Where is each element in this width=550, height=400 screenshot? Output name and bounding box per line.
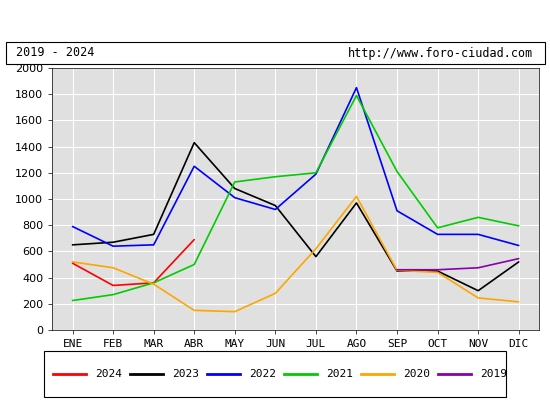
2023 xyxy=(191,140,197,145)
Line: 2023: 2023 xyxy=(73,143,519,291)
2021 xyxy=(150,280,157,285)
Text: 2019 - 2024: 2019 - 2024 xyxy=(16,46,95,60)
2020 xyxy=(110,265,117,270)
Text: 2020: 2020 xyxy=(403,369,430,379)
2020 xyxy=(515,300,522,304)
2019 xyxy=(475,265,481,270)
2020 xyxy=(475,296,481,300)
2020 xyxy=(272,291,279,296)
2021 xyxy=(312,170,319,175)
2021 xyxy=(394,169,400,174)
2023 xyxy=(312,254,319,259)
2019 xyxy=(434,267,441,272)
2022 xyxy=(69,224,76,229)
2021 xyxy=(232,180,238,184)
2021 xyxy=(353,93,360,98)
2019 xyxy=(394,267,400,272)
2020 xyxy=(353,194,360,199)
2021 xyxy=(434,226,441,230)
2022 xyxy=(475,232,481,237)
2020 xyxy=(191,308,197,313)
Line: 2020: 2020 xyxy=(73,196,519,312)
Text: 2024: 2024 xyxy=(95,369,122,379)
2020 xyxy=(232,309,238,314)
2021 xyxy=(69,298,76,303)
Text: 2023: 2023 xyxy=(172,369,199,379)
2021 xyxy=(110,292,117,297)
2023 xyxy=(69,242,76,247)
2022 xyxy=(394,208,400,213)
Line: 2019: 2019 xyxy=(397,259,519,270)
2021 xyxy=(272,174,279,179)
2019 xyxy=(515,256,522,261)
Bar xyxy=(6,42,544,64)
Text: Evolucion Nº Turistas Nacionales en el municipio de Oliva de Plasencia: Evolucion Nº Turistas Nacionales en el m… xyxy=(16,14,534,28)
2022 xyxy=(353,85,360,90)
Line: 2022: 2022 xyxy=(73,88,519,246)
2021 xyxy=(475,215,481,220)
2021 xyxy=(191,262,197,267)
Text: 2019: 2019 xyxy=(480,369,507,379)
2020 xyxy=(394,268,400,273)
2023 xyxy=(272,203,279,208)
2022 xyxy=(312,172,319,176)
Text: 2022: 2022 xyxy=(249,369,276,379)
2022 xyxy=(191,164,197,169)
2023 xyxy=(394,269,400,274)
2023 xyxy=(353,200,360,205)
2023 xyxy=(150,232,157,237)
2022 xyxy=(272,207,279,212)
2021 xyxy=(515,224,522,228)
2023 xyxy=(475,288,481,293)
2023 xyxy=(434,269,441,274)
2020 xyxy=(312,246,319,251)
2024 xyxy=(191,237,197,242)
2024 xyxy=(110,283,117,288)
2020 xyxy=(69,260,76,264)
2020 xyxy=(150,282,157,286)
2023 xyxy=(232,186,238,191)
2022 xyxy=(232,195,238,200)
Text: http://www.foro-ciudad.com: http://www.foro-ciudad.com xyxy=(348,46,534,60)
2023 xyxy=(515,260,522,264)
Text: 2021: 2021 xyxy=(326,369,353,379)
2022 xyxy=(434,232,441,237)
Line: 2021: 2021 xyxy=(73,96,519,300)
2022 xyxy=(515,243,522,248)
Line: 2024: 2024 xyxy=(73,240,194,286)
2020 xyxy=(434,270,441,275)
2024 xyxy=(150,280,157,285)
2024 xyxy=(69,261,76,266)
2022 xyxy=(150,242,157,247)
2022 xyxy=(110,244,117,248)
2023 xyxy=(110,240,117,245)
